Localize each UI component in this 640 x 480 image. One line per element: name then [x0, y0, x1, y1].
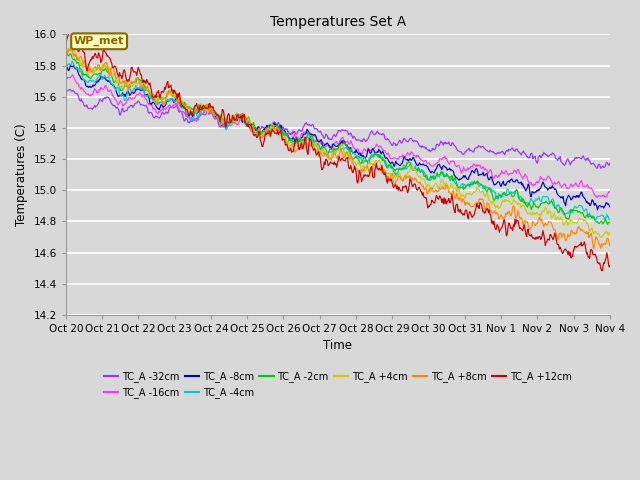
TC_A -2cm — [234, 115, 242, 120]
TC_A +4cm — [553, 215, 561, 221]
TC_A -4cm — [553, 203, 561, 208]
TC_A +8cm — [486, 206, 494, 212]
TC_A -32cm — [593, 165, 600, 171]
TC_A -2cm — [486, 185, 493, 191]
TC_A -16cm — [420, 158, 428, 164]
Legend: TC_A -32cm, TC_A -16cm, TC_A -8cm, TC_A -4cm, TC_A -2cm, TC_A +4cm, TC_A +8cm, T: TC_A -32cm, TC_A -16cm, TC_A -8cm, TC_A … — [100, 367, 576, 402]
TC_A -8cm — [70, 62, 77, 68]
TC_A -8cm — [420, 162, 428, 168]
TC_A -32cm — [606, 160, 614, 166]
TC_A +4cm — [196, 105, 204, 111]
TC_A -4cm — [420, 169, 428, 175]
TC_A +12cm — [606, 263, 614, 268]
Line: TC_A -2cm: TC_A -2cm — [66, 52, 610, 224]
Y-axis label: Temperatures (C): Temperatures (C) — [15, 123, 28, 226]
Line: TC_A -4cm: TC_A -4cm — [66, 61, 610, 220]
TC_A -8cm — [553, 191, 561, 196]
Title: Temperatures Set A: Temperatures Set A — [270, 15, 406, 29]
TC_A -32cm — [420, 144, 428, 150]
TC_A -2cm — [604, 221, 611, 227]
X-axis label: Time: Time — [323, 339, 353, 352]
TC_A -8cm — [196, 106, 204, 111]
TC_A -4cm — [606, 217, 614, 223]
TC_A +12cm — [196, 104, 204, 110]
TC_A -2cm — [552, 206, 560, 212]
TC_A +8cm — [589, 246, 597, 252]
TC_A +12cm — [598, 268, 606, 274]
TC_A -2cm — [195, 102, 203, 108]
Line: TC_A +12cm: TC_A +12cm — [66, 30, 610, 271]
TC_A -16cm — [196, 113, 204, 119]
TC_A -8cm — [216, 118, 224, 124]
TC_A -8cm — [606, 204, 614, 210]
TC_A -8cm — [594, 207, 602, 213]
TC_A +4cm — [62, 51, 70, 57]
Line: TC_A -32cm: TC_A -32cm — [66, 89, 610, 168]
Line: TC_A -16cm: TC_A -16cm — [66, 75, 610, 198]
TC_A +12cm — [235, 115, 243, 120]
TC_A -2cm — [419, 169, 427, 175]
TC_A -16cm — [553, 180, 561, 186]
TC_A -16cm — [486, 167, 494, 172]
TC_A -16cm — [216, 121, 224, 127]
TC_A +8cm — [67, 45, 74, 50]
TC_A -32cm — [235, 115, 243, 120]
TC_A -2cm — [62, 49, 70, 55]
TC_A +8cm — [196, 108, 204, 114]
TC_A -32cm — [553, 156, 561, 162]
TC_A -4cm — [486, 186, 494, 192]
TC_A -8cm — [486, 176, 494, 181]
Line: TC_A +4cm: TC_A +4cm — [66, 48, 610, 237]
TC_A -2cm — [606, 219, 614, 225]
TC_A +4cm — [216, 116, 224, 122]
Text: WP_met: WP_met — [74, 36, 124, 47]
TC_A -16cm — [606, 189, 614, 195]
TC_A +12cm — [66, 27, 74, 33]
TC_A +12cm — [216, 119, 224, 124]
TC_A +12cm — [420, 194, 428, 200]
TC_A -32cm — [66, 86, 74, 92]
TC_A -4cm — [68, 58, 76, 64]
Line: TC_A +8cm: TC_A +8cm — [66, 48, 610, 249]
TC_A -32cm — [62, 88, 70, 94]
TC_A -2cm — [215, 114, 223, 120]
TC_A +8cm — [62, 47, 70, 52]
TC_A +8cm — [235, 112, 243, 118]
TC_A +8cm — [553, 236, 561, 241]
TC_A +12cm — [553, 241, 561, 247]
TC_A -16cm — [62, 73, 70, 79]
TC_A -16cm — [594, 195, 602, 201]
TC_A -8cm — [235, 115, 243, 121]
TC_A -16cm — [69, 72, 77, 78]
TC_A +4cm — [596, 234, 604, 240]
TC_A +4cm — [235, 113, 243, 119]
TC_A +4cm — [420, 176, 428, 181]
TC_A -32cm — [216, 124, 224, 130]
Line: TC_A -8cm: TC_A -8cm — [66, 65, 610, 210]
TC_A -8cm — [62, 65, 70, 71]
TC_A -16cm — [235, 120, 243, 126]
TC_A +4cm — [486, 198, 494, 204]
TC_A -4cm — [235, 116, 243, 121]
TC_A +8cm — [606, 243, 614, 249]
TC_A +12cm — [486, 212, 494, 217]
TC_A +12cm — [62, 38, 70, 44]
TC_A -32cm — [486, 147, 494, 153]
TC_A -4cm — [196, 110, 204, 116]
TC_A -4cm — [216, 119, 224, 125]
TC_A +4cm — [65, 46, 72, 51]
TC_A +4cm — [606, 230, 614, 236]
TC_A +8cm — [420, 187, 428, 192]
TC_A +8cm — [216, 121, 224, 127]
TC_A -4cm — [62, 60, 70, 66]
TC_A -32cm — [196, 114, 204, 120]
